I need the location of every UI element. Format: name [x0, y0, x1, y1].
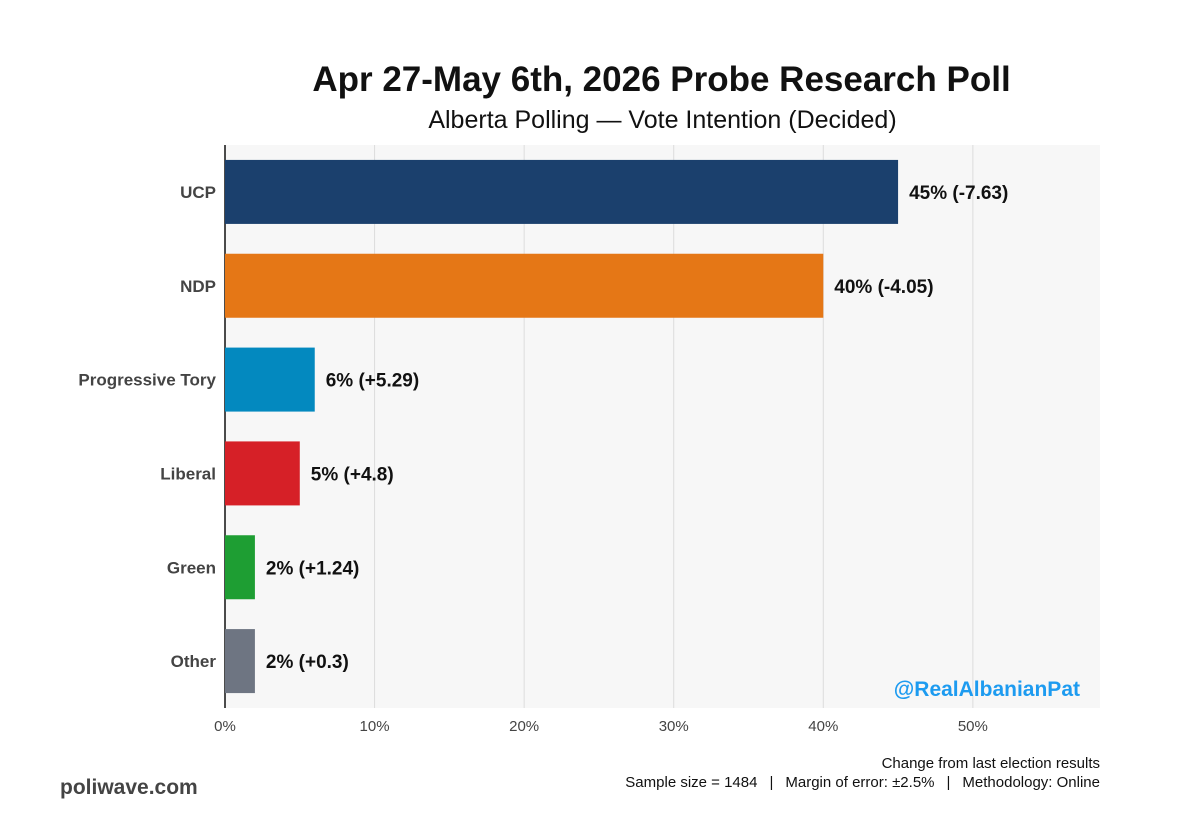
category-label: Green — [167, 558, 216, 577]
data-label: 5% (+4.8) — [311, 464, 394, 485]
chart-title: Apr 27-May 6th, 2026 Probe Research Poll — [312, 60, 1011, 99]
margin-of-error: Margin of error: ±2.5% — [785, 774, 935, 791]
sample-size: Sample size = 1484 — [625, 774, 758, 791]
data-label: 2% (+0.3) — [266, 652, 349, 673]
x-tick-label: 0% — [214, 718, 236, 735]
change-note: Change from last election results — [881, 755, 1100, 772]
data-label: 45% (-7.63) — [909, 183, 1008, 204]
x-tick-label: 10% — [360, 718, 390, 735]
x-tick-label: 40% — [808, 718, 838, 735]
bar — [225, 629, 255, 694]
poll-details: Sample size = 1484 | Margin of error: ±2.5… — [625, 773, 1100, 792]
category-label: NDP — [180, 277, 216, 296]
watermark-handle: @RealAlbanianPat — [894, 678, 1080, 701]
data-label: 2% (+1.24) — [266, 558, 359, 579]
x-tick-label: 50% — [958, 718, 988, 735]
bar — [225, 253, 824, 318]
chart-subtitle: Alberta Polling — Vote Intention (Decide… — [428, 106, 897, 134]
divider: | — [946, 774, 951, 791]
bar — [225, 535, 255, 600]
x-tick-label: 20% — [509, 718, 539, 735]
category-label: Other — [171, 652, 217, 671]
category-label: Progressive Tory — [78, 371, 216, 390]
methodology: Methodology: Online — [962, 774, 1100, 791]
category-label: Liberal — [160, 464, 216, 483]
divider: | — [769, 774, 774, 791]
data-label: 40% (-4.05) — [834, 277, 933, 298]
category-label: UCP — [180, 183, 216, 202]
bar — [225, 159, 899, 224]
bar — [225, 441, 300, 506]
data-label: 6% (+5.29) — [326, 371, 419, 392]
chart-footnote: Change from last election results Sample… — [625, 754, 1100, 792]
bar — [225, 347, 315, 412]
x-tick-label: 30% — [659, 718, 689, 735]
brand-logo-text: poliwave.com — [60, 776, 198, 799]
plot-background — [225, 145, 1100, 708]
